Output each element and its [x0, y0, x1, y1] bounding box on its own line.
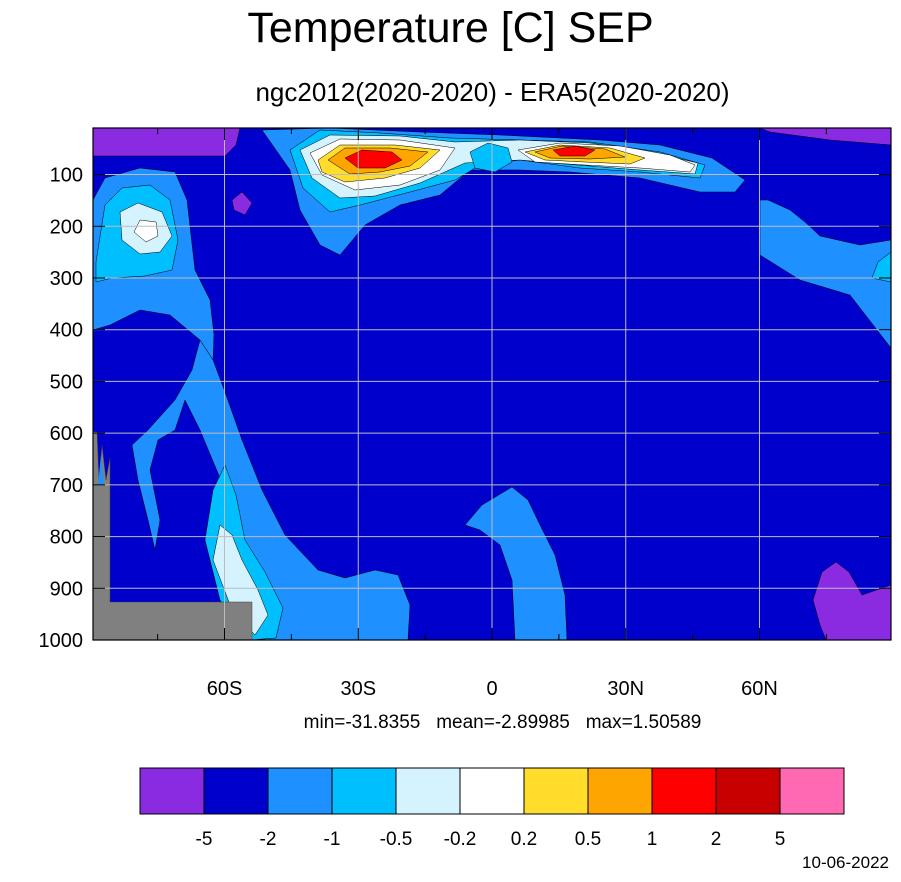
colorbar-swatch [395, 767, 461, 815]
blue-region-right [759, 199, 891, 349]
cyan-spot-equator [469, 142, 513, 173]
axis-ticks [93, 128, 891, 641]
x-tick-label: 60S [207, 678, 243, 700]
missing-data-topography [93, 431, 253, 640]
cyan-region-right-edge [871, 251, 891, 283]
colorbar-swatch [587, 767, 653, 815]
y-axis-labels: 100 200 300 400 500 600 700 800 900 1000 [39, 165, 84, 652]
y-tick-label: 500 [50, 371, 83, 393]
y-tick-label: 400 [50, 320, 83, 342]
gridlines [93, 128, 891, 640]
colorbar-swatch [715, 767, 781, 815]
colorbar-level-label: 5 [775, 829, 786, 850]
y-tick-label: 700 [50, 475, 83, 497]
y-tick-label: 1000 [39, 630, 84, 652]
stat-mean: mean=-2.89985 [436, 712, 570, 733]
purple-region-top-right [759, 128, 891, 146]
white-region-left-upper [133, 219, 159, 243]
missing-data-notch [98, 455, 104, 485]
purple-spot-upper [231, 191, 253, 216]
colorbar-level-label: 1 [647, 829, 658, 850]
colorbar-level-label: 0.5 [575, 829, 601, 850]
colorbar-swatch [523, 767, 589, 815]
stat-max: max=1.50589 [585, 712, 702, 733]
colorbar-level-label: -5 [196, 829, 213, 850]
colorbar-swatch [331, 767, 397, 815]
x-tick-label: 30S [340, 678, 376, 700]
colorbar-swatch [139, 767, 205, 815]
colorbar-level-label: -2 [260, 829, 277, 850]
colorbar [139, 767, 845, 815]
stat-min: min=-31.8355 [303, 712, 421, 733]
colorbar-level-label: 0.2 [511, 829, 537, 850]
y-tick-label: 800 [50, 527, 83, 549]
colorbar-level-label: -0.5 [380, 829, 413, 850]
colorbar-swatch [651, 767, 717, 815]
y-tick-label: 600 [50, 423, 83, 445]
red-region-upper-right [552, 145, 596, 157]
colorbar-swatch [459, 767, 525, 815]
y-tick-label: 100 [50, 165, 83, 187]
purple-region-bottom-right [812, 561, 891, 640]
x-tick-label: 60N [741, 678, 778, 700]
stats-line: min=-31.8355 mean=-2.89985 max=1.50589 [0, 711, 901, 735]
chart-title: Temperature [C] SEP [247, 4, 654, 52]
blue-region-equator-bottom [464, 486, 568, 640]
chart-subtitle: ngc2012(2020-2020) - ERA5(2020-2020) [255, 77, 730, 107]
colorbar-level-label: 2 [711, 829, 722, 850]
colorbar-level-label: -1 [324, 829, 341, 850]
colorbar-swatch [779, 767, 845, 815]
y-tick-label: 300 [50, 268, 83, 290]
date-stamp: 10-06-2022 [802, 853, 889, 872]
colorbar-level-label: -0.2 [444, 829, 477, 850]
y-tick-label: 900 [50, 578, 83, 600]
colorbar-swatch [203, 767, 269, 815]
y-tick-label: 200 [50, 216, 83, 238]
x-tick-label: 0 [486, 678, 497, 700]
colorbar-labels: -5 -2 -1 -0.5 -0.2 0.2 0.5 1 2 5 [196, 829, 786, 850]
colorbar-swatch [267, 767, 333, 815]
x-axis-labels: 60S 30S 0 30N 60N [207, 678, 778, 700]
x-tick-label: 30N [607, 678, 644, 700]
purple-region-top-left [93, 128, 241, 157]
